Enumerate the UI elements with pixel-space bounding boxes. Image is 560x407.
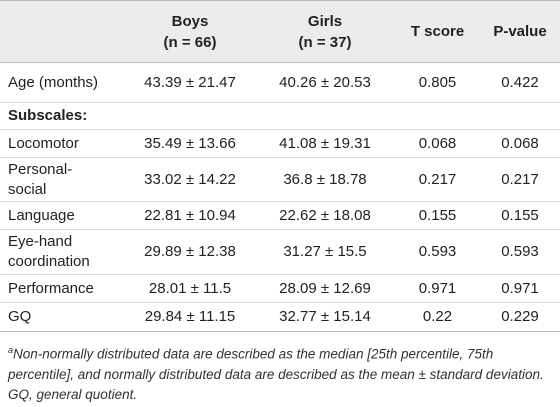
cell: 0.22 xyxy=(395,302,480,332)
cell: 29.84 ± 11.15 xyxy=(125,302,255,332)
cell: 0.422 xyxy=(480,62,560,103)
cell: 43.39 ± 21.47 xyxy=(125,62,255,103)
footnote-marker: a xyxy=(8,345,14,355)
row-label: Age (months) xyxy=(0,62,125,103)
table-row: Personal-social 33.02 ± 14.22 36.8 ± 18.78… xyxy=(0,157,560,202)
cell: 0.593 xyxy=(395,229,480,275)
cell: 0.155 xyxy=(395,201,480,230)
table-body: Age (months) 43.39 ± 21.47 40.26 ± 20.53 0.… xyxy=(0,62,560,332)
cell: 22.62 ± 18.08 xyxy=(255,201,395,230)
row-label: Locomotor xyxy=(0,129,125,158)
group-n: (n = 66) xyxy=(163,33,217,51)
section-label: Subscales: xyxy=(0,102,560,130)
cell: 36.8 ± 18.78 xyxy=(255,157,395,202)
cell: 0.593 xyxy=(480,229,560,275)
table-row: Language 22.81 ± 10.94 22.62 ± 18.08 0.155 0… xyxy=(0,201,560,230)
table-row: Performance 28.01 ± 11.5 28.09 ± 12.69 0.97… xyxy=(0,274,560,303)
row-label: GQ xyxy=(0,302,125,332)
header-cell: Girls (n = 37) xyxy=(255,0,395,63)
footnote: aNon-normally distributed data are descr… xyxy=(0,332,560,405)
cell: 28.01 ± 11.5 xyxy=(125,274,255,303)
cell: 0.229 xyxy=(480,302,560,332)
cell: 40.26 ± 20.53 xyxy=(255,62,395,103)
table-row: Locomotor 35.49 ± 13.66 41.08 ± 19.31 0.068… xyxy=(0,129,560,158)
table-row: Subscales: xyxy=(0,102,560,130)
cell: 0.068 xyxy=(395,129,480,158)
row-label: Performance xyxy=(0,274,125,303)
table-header: Boys (n = 66) Girls (n = 37) T score P-value xyxy=(0,0,560,63)
header-cell: Boys (n = 66) xyxy=(125,0,255,63)
row-label: Personal-social xyxy=(0,157,125,202)
header-cell xyxy=(0,0,125,63)
cell: 33.02 ± 14.22 xyxy=(125,157,255,202)
row-label: Language xyxy=(0,201,125,230)
header-cell: P-value xyxy=(480,0,560,63)
group-label: Boys xyxy=(171,12,209,30)
cell: 22.81 ± 10.94 xyxy=(125,201,255,230)
table-row: Age (months) 43.39 ± 21.47 40.26 ± 20.53 0.… xyxy=(0,62,560,103)
cell: 0.155 xyxy=(480,201,560,230)
header-row: Boys (n = 66) Girls (n = 37) T score P-value xyxy=(0,0,560,63)
cell: 41.08 ± 19.31 xyxy=(255,129,395,158)
group-n: (n = 37) xyxy=(298,33,352,51)
cell: 0.217 xyxy=(480,157,560,202)
cell: 0.805 xyxy=(395,62,480,103)
cell: 32.77 ± 15.14 xyxy=(255,302,395,332)
header-cell: T score xyxy=(395,0,480,63)
cell: 35.49 ± 13.66 xyxy=(125,129,255,158)
row-label: Eye-hand coordination xyxy=(0,229,125,275)
table-row: Eye-hand coordination 29.89 ± 12.38 31.27 … xyxy=(0,229,560,275)
group-label: Girls xyxy=(307,12,343,30)
cell: 0.217 xyxy=(395,157,480,202)
cell: 0.068 xyxy=(480,129,560,158)
cell: 31.27 ± 15.5 xyxy=(255,229,395,275)
footnote-text: Non-normally distributed data are descri… xyxy=(8,346,544,402)
table-row: GQ 29.84 ± 11.15 32.77 ± 15.14 0.22 0.229 xyxy=(0,302,560,332)
cell: 0.971 xyxy=(395,274,480,303)
data-table: Boys (n = 66) Girls (n = 37) T score P-value … xyxy=(0,0,560,332)
cell: 0.971 xyxy=(480,274,560,303)
cell: 29.89 ± 12.38 xyxy=(125,229,255,275)
cell: 28.09 ± 12.69 xyxy=(255,274,395,303)
